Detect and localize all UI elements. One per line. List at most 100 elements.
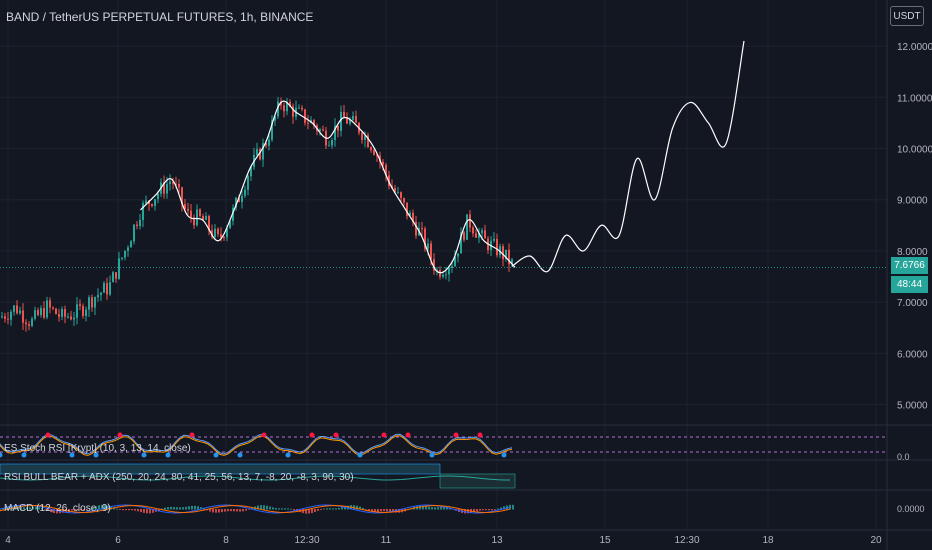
candle-body — [376, 154, 378, 156]
macd-histogram-bar — [56, 509, 58, 514]
macd-histogram-bar — [431, 507, 433, 510]
candle-body — [382, 161, 384, 165]
macd-histogram-bar — [446, 507, 448, 510]
candle-body — [211, 230, 213, 237]
macd-histogram-bar — [242, 509, 244, 512]
candle-body — [466, 214, 468, 240]
macd-histogram-bar — [365, 509, 367, 510]
candle-body — [244, 189, 246, 196]
candle-body — [313, 120, 315, 126]
candle-body — [448, 268, 450, 275]
candle-body — [205, 216, 207, 220]
candle-body — [478, 233, 480, 238]
stoch-rsi-label[interactable]: ES Stoch RSI [Krypt] (10, 3, 13, 14, clo… — [4, 443, 191, 454]
macd-histogram-bar — [272, 507, 274, 510]
candle-body — [49, 300, 51, 308]
candle-body — [412, 212, 414, 222]
candle-body — [259, 149, 261, 160]
candle-body — [109, 282, 111, 295]
candle-body — [94, 297, 96, 308]
x-tick-label: 4 — [5, 535, 11, 546]
macd-histogram-bar — [215, 509, 217, 513]
x-tick-label: 12:30 — [294, 535, 319, 546]
candle-body — [304, 109, 306, 123]
candle-body — [10, 311, 12, 320]
candle-body — [181, 187, 183, 205]
candle-body — [208, 216, 210, 231]
candle-body — [421, 228, 423, 230]
macd-histogram-bar — [128, 509, 130, 511]
candle-body — [292, 106, 294, 117]
y-tick-label: 10.0000 — [897, 144, 932, 155]
candle-body — [265, 143, 267, 146]
currency-button[interactable]: USDT — [890, 6, 924, 26]
macd-histogram-bar — [362, 507, 364, 510]
y-tick-label: 7.0000 — [897, 298, 928, 309]
macd-signal-line — [0, 504, 511, 514]
macd-histogram-bar — [149, 509, 151, 514]
stoch-signal-dot — [333, 432, 339, 438]
macd-histogram-bar — [113, 507, 115, 510]
candle-body — [226, 228, 228, 238]
x-tick-label: 12:30 — [674, 535, 699, 546]
candle-body — [139, 219, 141, 227]
candle-body — [280, 101, 282, 106]
macd-histogram-bar — [512, 504, 514, 510]
rsi-bull-bear-label[interactable]: RSI BULL BEAR + ADX (250, 20, 24, 80, 41… — [4, 472, 354, 483]
candle-body — [76, 304, 78, 318]
macd-histogram-bar — [305, 509, 307, 514]
countdown-badge: 48:44 — [891, 276, 928, 293]
macd-histogram-bar — [344, 506, 346, 510]
macd-histogram-bar — [383, 509, 385, 512]
macd-histogram-bar — [131, 509, 133, 511]
candle-body — [319, 129, 321, 132]
macd-histogram-bar — [311, 509, 313, 514]
macd-histogram-bar — [119, 509, 121, 510]
candle-body — [430, 243, 432, 260]
macd-histogram-bar — [485, 509, 487, 511]
stoch-signal-dot — [141, 452, 147, 458]
macd-histogram-bar — [425, 506, 427, 510]
macd-histogram-bar — [95, 506, 97, 510]
candle-body — [175, 183, 177, 185]
macd-histogram-bar — [92, 507, 94, 510]
macd-histogram-bar — [236, 509, 238, 512]
candle-body — [4, 316, 6, 319]
candle-body — [484, 230, 486, 239]
candle-body — [283, 105, 285, 112]
macd-histogram-bar — [440, 506, 442, 510]
candle-body — [100, 292, 102, 295]
candle-body — [469, 214, 471, 228]
candle-body — [199, 209, 201, 217]
candle-body — [298, 107, 300, 109]
candle-body — [97, 294, 99, 298]
x-tick-label: 6 — [115, 535, 121, 546]
macd-histogram-bar — [359, 506, 361, 510]
candle-body — [409, 212, 411, 216]
candle-body — [301, 107, 303, 110]
candle-body — [427, 243, 429, 249]
y-tick-label: 5.0000 — [897, 401, 928, 412]
macd-histogram-bar — [5, 506, 7, 510]
macd-histogram-bar — [290, 508, 292, 510]
macd-histogram-bar — [47, 509, 49, 511]
candle-body — [34, 310, 36, 319]
macd-histogram-bar — [374, 509, 376, 512]
macd-histogram-bar — [482, 509, 484, 511]
macd-histogram-bar — [287, 508, 289, 510]
candle-body — [91, 297, 93, 308]
candle-body — [1, 316, 3, 318]
macd-histogram-bar — [83, 509, 85, 511]
rsi-bear-zone — [439, 473, 516, 489]
x-tick-label: 18 — [762, 535, 774, 546]
macd-label[interactable]: MACD (12, 26, close, 9) — [4, 503, 111, 514]
macd-histogram-bar — [497, 508, 499, 510]
candle-body — [340, 111, 342, 131]
candle-body — [502, 246, 504, 260]
candle-body — [496, 238, 498, 256]
candle-body — [355, 116, 357, 123]
macd-histogram-bar — [326, 508, 328, 510]
candle-body — [37, 310, 39, 316]
macd-histogram-bar — [23, 507, 25, 510]
